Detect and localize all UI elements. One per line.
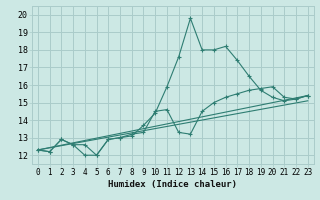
X-axis label: Humidex (Indice chaleur): Humidex (Indice chaleur) — [108, 180, 237, 189]
